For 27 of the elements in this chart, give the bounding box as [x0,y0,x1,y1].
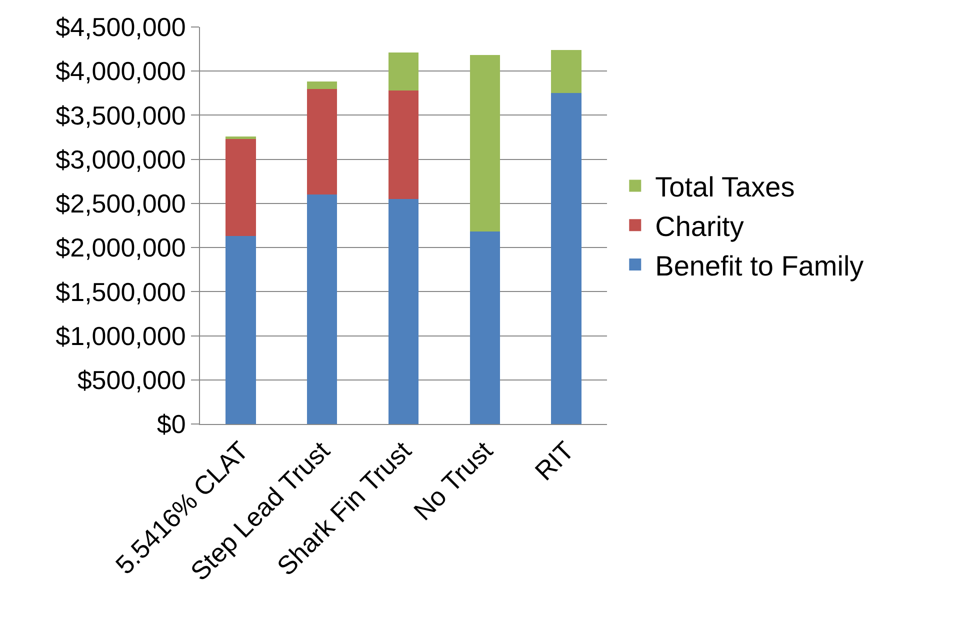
bar [551,50,582,94]
x-tick-label: RIT [528,435,580,486]
bar [307,194,338,424]
y-tick-label: $500,000 [77,364,186,395]
y-tick-label: $2,000,000 [56,232,186,263]
y-tick-label: $3,500,000 [56,100,186,130]
y-tick-label: $1,500,000 [56,276,186,307]
bar [307,81,338,89]
legend-label: Benefit to Family [655,250,864,282]
y-tick-label: $0 [156,409,186,440]
bar [388,199,419,424]
bar [388,90,419,200]
y-tick-label: $1,000,000 [56,320,186,351]
y-tick-label: $3,000,000 [56,144,186,174]
bar [388,52,419,91]
bar [307,88,338,195]
y-tick-label: $2,500,000 [56,188,186,219]
bar [551,93,582,424]
bar [226,139,256,236]
bar [470,55,500,232]
legend-label: Charity [655,211,744,242]
legend-label: Total Taxes [655,172,795,203]
y-tick-label: $4,500,000 [56,12,186,42]
bar [226,136,256,140]
y-tick-label: $4,000,000 [56,56,186,86]
bar [226,236,256,424]
bar [470,232,500,424]
